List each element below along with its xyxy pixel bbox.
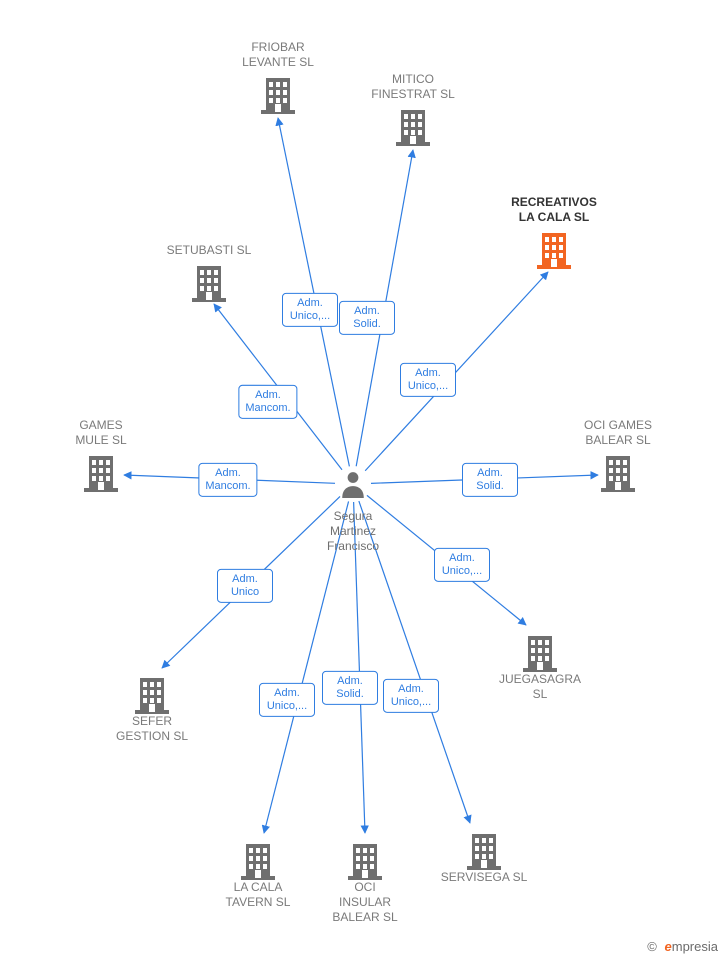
company-node-sefer: SEFER GESTION SL — [92, 670, 212, 744]
edge-label: Adm. Unico,... — [434, 548, 490, 582]
company-label: SERVISEGA SL — [424, 870, 544, 885]
company-node-mitico: MITICO FINESTRAT SL — [353, 72, 473, 146]
edge-label: Adm. Mancom. — [198, 463, 257, 497]
company-label: SETUBASTI SL — [149, 243, 269, 258]
copyright-symbol: © — [647, 939, 657, 954]
company-node-servisega: SERVISEGA SL — [424, 826, 544, 885]
company-label: OCI INSULAR BALEAR SL — [305, 880, 425, 925]
company-label: OCI GAMES BALEAR SL — [558, 418, 678, 448]
building-icon — [261, 74, 295, 114]
company-label: JUEGASAGRA SL — [480, 672, 600, 702]
company-label: LA CALA TAVERN SL — [198, 880, 318, 910]
company-label: FRIOBAR LEVANTE SL — [218, 40, 338, 70]
footer-brand: © empresia — [647, 939, 718, 954]
company-node-recreativos: RECREATIVOS LA CALA SL — [494, 195, 614, 269]
edge-label: Adm. Unico — [217, 569, 273, 603]
company-node-lacala: LA CALA TAVERN SL — [198, 836, 318, 910]
person-icon — [340, 470, 366, 498]
building-icon — [523, 632, 557, 672]
edge-label: Adm. Solid. — [322, 671, 378, 705]
building-icon — [537, 229, 571, 269]
company-node-games: GAMES MULE SL — [41, 418, 161, 492]
building-icon — [601, 452, 635, 492]
building-icon — [84, 452, 118, 492]
edge-label: Adm. Unico,... — [282, 293, 338, 327]
company-label: MITICO FINESTRAT SL — [353, 72, 473, 102]
edge-label: Adm. Unico,... — [400, 363, 456, 397]
company-label: SEFER GESTION SL — [92, 714, 212, 744]
edge-label: Adm. Solid. — [462, 463, 518, 497]
edge-label: Adm. Unico,... — [383, 679, 439, 713]
building-icon — [135, 674, 169, 714]
company-node-juegasagra: JUEGASAGRA SL — [480, 628, 600, 702]
company-node-ocibalear: OCI GAMES BALEAR SL — [558, 418, 678, 492]
company-node-friobar: FRIOBAR LEVANTE SL — [218, 40, 338, 114]
company-label: RECREATIVOS LA CALA SL — [494, 195, 614, 225]
edge-label: Adm. Mancom. — [238, 385, 297, 419]
edge-label: Adm. Solid. — [339, 301, 395, 335]
building-icon — [348, 840, 382, 880]
brand-e: e — [665, 939, 672, 954]
building-icon — [396, 106, 430, 146]
building-icon — [241, 840, 275, 880]
company-node-setubasti: SETUBASTI SL — [149, 243, 269, 302]
person-node: Segura Martinez Francisco — [303, 470, 403, 554]
edge-label: Adm. Unico,... — [259, 683, 315, 717]
person-label: Segura Martinez Francisco — [303, 509, 403, 554]
company-label: GAMES MULE SL — [41, 418, 161, 448]
company-node-ociinsular: OCI INSULAR BALEAR SL — [305, 836, 425, 925]
building-icon — [192, 262, 226, 302]
building-icon — [467, 830, 501, 870]
brand-rest: mpresia — [672, 939, 718, 954]
